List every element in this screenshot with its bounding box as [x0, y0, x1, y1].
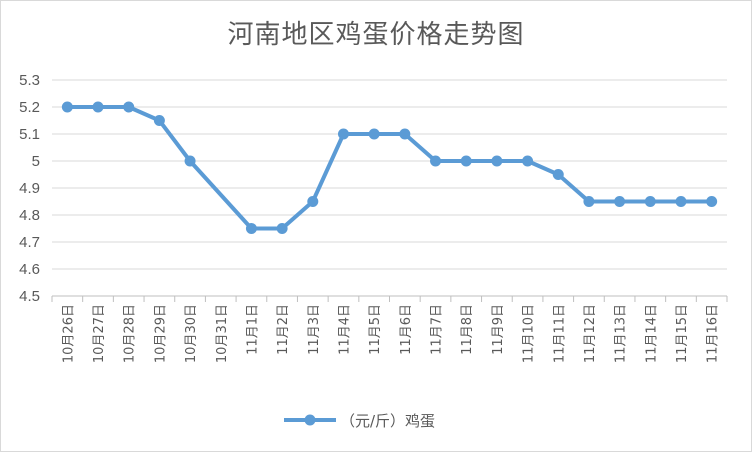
legend-marker — [304, 414, 316, 426]
data-point — [491, 155, 503, 167]
series-line — [65, 105, 714, 231]
x-tick-label: 11月10日 — [522, 304, 537, 363]
x-tick-label: 10月28日 — [123, 304, 138, 363]
x-tick-label: 11月9日 — [491, 304, 506, 355]
data-point — [245, 223, 257, 234]
y-tick-label: 4.7 — [19, 234, 40, 251]
x-tick-label: 10月31日 — [215, 304, 230, 363]
data-point — [276, 223, 288, 234]
x-tick-label: 11月8日 — [460, 304, 475, 355]
data-point — [153, 115, 165, 126]
x-tick-label: 11月2日 — [276, 304, 291, 355]
y-tick-label: 4.6 — [19, 261, 40, 278]
data-point — [307, 196, 319, 207]
data-point — [583, 196, 595, 207]
x-tick-label: 11月12日 — [583, 304, 598, 363]
x-tick-label: 11月3日 — [307, 304, 322, 355]
x-axis — [51, 295, 728, 302]
data-point — [614, 196, 626, 207]
x-tick-label: 11月11日 — [552, 304, 567, 363]
x-tick-label: 10月30日 — [184, 304, 199, 363]
y-tick-label: 5.2 — [19, 99, 40, 116]
data-point — [430, 155, 442, 167]
y-tick-label: 4.9 — [19, 180, 40, 197]
x-tick-label: 11月6日 — [399, 304, 414, 355]
data-point — [460, 155, 472, 167]
x-tick-label: 11月13日 — [614, 304, 629, 363]
y-tick-label: 5.1 — [19, 126, 40, 143]
y-tick-label: 5 — [32, 153, 40, 170]
y-tick-label: 4.8 — [19, 207, 40, 224]
legend-label: （元/斤）鸡蛋 — [340, 412, 435, 430]
y-axis-tick-labels: 4.5 4.6 4.7 4.8 4.9 5 5.1 5.2 5.3 — [19, 72, 40, 305]
data-point — [184, 155, 196, 167]
data-point — [61, 101, 73, 113]
x-tick-label: 11月1日 — [245, 304, 260, 355]
x-tick-label: 10月29日 — [153, 304, 168, 363]
data-point — [522, 155, 534, 167]
data-point — [675, 196, 687, 207]
x-tick-label: 11月4日 — [337, 304, 352, 355]
data-point — [368, 128, 380, 140]
x-tick-label: 10月26日 — [61, 304, 76, 363]
x-tick-label: 11月15日 — [675, 304, 690, 363]
x-tick-label: 11月7日 — [430, 304, 445, 355]
data-point — [123, 101, 135, 113]
x-tick-label: 11月5日 — [368, 304, 383, 355]
gridlines — [52, 79, 727, 270]
x-tick-label: 10月27日 — [92, 304, 107, 363]
chart-title: 河南地区鸡蛋价格走势图 — [227, 20, 525, 50]
x-tick-label: 11月14日 — [644, 304, 659, 363]
legend: （元/斤）鸡蛋 — [284, 412, 435, 430]
data-point — [337, 128, 349, 140]
series-eggs — [61, 101, 718, 234]
x-tick-label: 11月16日 — [706, 304, 721, 363]
x-axis-tick-labels: 10月26日 10月27日 10月28日 10月29日 10月30日 10月31日 11月1… — [61, 304, 720, 363]
data-point — [92, 101, 104, 113]
data-point — [706, 196, 718, 207]
y-tick-label: 5.3 — [19, 72, 40, 89]
data-point — [644, 196, 656, 207]
data-point — [399, 128, 411, 140]
data-point — [552, 169, 564, 180]
y-tick-label: 4.5 — [19, 288, 40, 305]
